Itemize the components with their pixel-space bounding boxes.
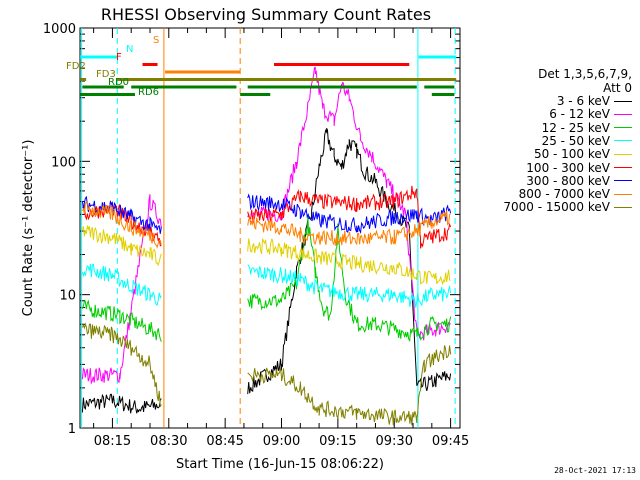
legend-item-label: 800 - 7000 keV bbox=[518, 187, 610, 202]
legend-swatch bbox=[614, 167, 632, 169]
series-line-1 bbox=[81, 66, 451, 385]
flag-label: FD2 bbox=[66, 61, 86, 72]
legend-swatch bbox=[614, 193, 632, 196]
legend-item: 6 - 12 keV bbox=[549, 108, 632, 122]
x-tick-label: 09:45 bbox=[432, 434, 469, 449]
y-tick-label: 100 bbox=[51, 155, 76, 170]
flag-label: FD3 bbox=[96, 69, 116, 80]
x-axis-label: Start Time (16-Jun-15 08:06:22) bbox=[176, 457, 384, 472]
legend-item-label: 25 - 50 keV bbox=[541, 133, 610, 148]
y-tick-label: 10 bbox=[59, 289, 76, 304]
flag-label: F bbox=[116, 52, 122, 63]
legend-item: 50 - 100 keV bbox=[533, 147, 632, 162]
series-line-0 bbox=[81, 127, 452, 414]
legend-item-label: 3 - 6 keV bbox=[556, 94, 610, 108]
x-tick-label: 09:15 bbox=[319, 434, 356, 449]
flag-label: RD6 bbox=[138, 87, 159, 98]
legend-item: 3 - 6 keV bbox=[556, 94, 632, 109]
x-tick-label: 08:45 bbox=[206, 434, 243, 449]
legend-item-label: 50 - 100 keV bbox=[533, 147, 610, 162]
legend-item-label: 7000 - 15000 keV bbox=[503, 200, 610, 215]
flag-label: RD0 bbox=[108, 77, 129, 88]
legend-item: 100 - 300 keV bbox=[526, 160, 632, 176]
legend-header-line-1: Det 1,3,5,6,7,9, bbox=[538, 67, 632, 81]
series-line-3 bbox=[81, 263, 452, 308]
legend-swatch bbox=[614, 100, 632, 103]
series-line-4 bbox=[81, 225, 451, 286]
legend-swatch bbox=[614, 180, 632, 182]
series-line-8 bbox=[81, 322, 452, 426]
legend-swatch bbox=[614, 153, 632, 156]
legend-swatch bbox=[614, 206, 632, 209]
footer-timestamp: 28-Oct-2021 17:13 bbox=[554, 466, 636, 475]
legend-item: 12 - 25 keV bbox=[541, 120, 632, 136]
series-line-7 bbox=[81, 200, 452, 249]
y-tick-label: 1000 bbox=[43, 22, 76, 37]
series-line-5 bbox=[82, 185, 452, 249]
y-tick-label: 1 bbox=[68, 422, 76, 437]
flag-label: N bbox=[126, 44, 133, 55]
legend-item-label: 12 - 25 keV bbox=[541, 120, 610, 135]
series-line-2 bbox=[81, 215, 452, 343]
x-tick-label: 09:00 bbox=[263, 434, 300, 449]
legend-item: 300 - 800 keV bbox=[526, 173, 632, 189]
x-tick-label: 09:30 bbox=[376, 434, 413, 449]
legend-item-label: 300 - 800 keV bbox=[526, 173, 610, 188]
legend-header-line-2: Att 0 bbox=[603, 80, 632, 95]
legend-item-label: 6 - 12 keV bbox=[549, 107, 610, 122]
x-tick-label: 08:30 bbox=[150, 434, 187, 449]
chart-title: RHESSI Observing Summary Count Rates bbox=[101, 5, 431, 24]
legend-swatch bbox=[614, 140, 632, 142]
flag-label: S bbox=[153, 35, 159, 46]
legend-item: 800 - 7000 keV bbox=[518, 187, 632, 202]
legend-swatch bbox=[614, 113, 632, 116]
legend-item: 7000 - 15000 keV bbox=[503, 201, 632, 215]
plot-frame bbox=[79, 27, 461, 429]
legend-swatch bbox=[614, 127, 632, 129]
legend-header: Det 1,3,5,6,7,9, Att 0 bbox=[538, 67, 632, 95]
series-line-6 bbox=[81, 193, 452, 234]
legend-item-label: 100 - 300 keV bbox=[526, 160, 610, 175]
x-tick-label: 08:15 bbox=[94, 434, 131, 449]
legend-item: 25 - 50 keV bbox=[541, 133, 632, 149]
y-axis-label: Count Rate (s⁻¹ detector⁻¹) bbox=[21, 140, 36, 317]
